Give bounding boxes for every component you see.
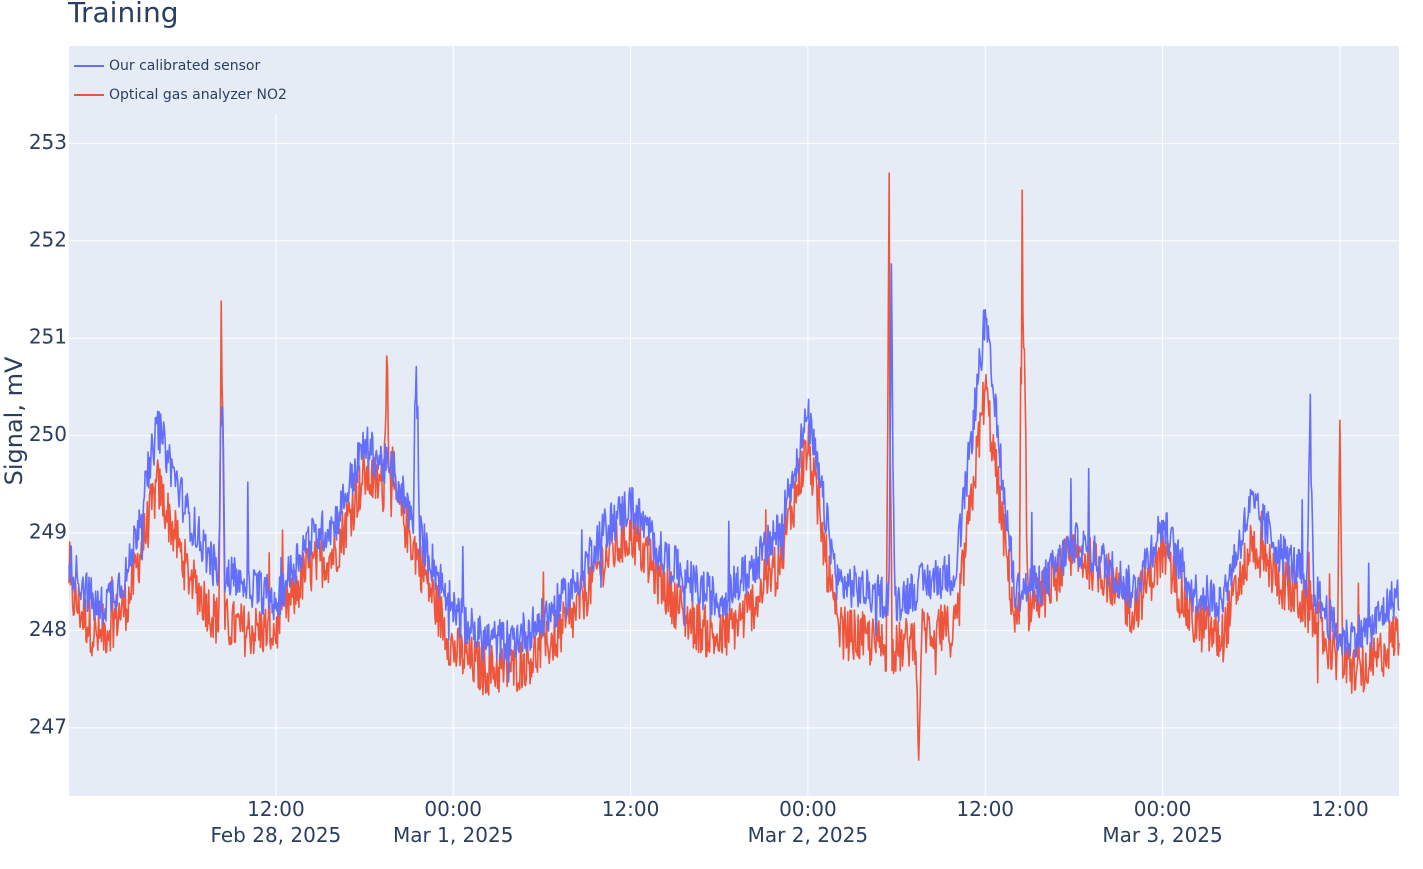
y-tick-label: 249 — [29, 520, 67, 544]
x-tick-date-label: Mar 3, 2025 — [1102, 823, 1222, 847]
y-tick-label: 250 — [29, 422, 67, 446]
series-line-sensor — [68, 263, 1400, 683]
y-axis-ticks: 247 248 249 250 251 252 253 — [29, 130, 67, 738]
y-tick-label: 252 — [29, 227, 67, 251]
x-tick-label: 12:00 — [956, 797, 1014, 821]
legend-box — [69, 46, 292, 114]
y-tick-label: 248 — [29, 617, 67, 641]
x-tick-label: 12:00 — [247, 797, 305, 821]
series-line-analyzer — [68, 172, 1400, 761]
y-tick-label: 253 — [29, 130, 67, 154]
y-axis-label: Signal, mV — [0, 356, 28, 485]
x-tick-label: 00:00 — [1134, 797, 1192, 821]
x-tick-date-label: Mar 2, 2025 — [748, 823, 868, 847]
x-tick-label: 00:00 — [424, 797, 482, 821]
plot-area — [69, 46, 1399, 796]
x-tick-date-label: Mar 1, 2025 — [393, 823, 513, 847]
y-tick-label: 251 — [29, 325, 67, 349]
x-tick-label: 00:00 — [779, 797, 837, 821]
legend[interactable]: Our calibrated sensor Optical gas analyz… — [69, 46, 292, 114]
x-tick-label: 12:00 — [1311, 797, 1369, 821]
chart-title: Training — [67, 0, 178, 29]
legend-label-analyzer[interactable]: Optical gas analyzer NO2 — [109, 87, 287, 103]
y-tick-label: 247 — [29, 714, 67, 738]
series-layer — [68, 172, 1400, 761]
legend-label-sensor[interactable]: Our calibrated sensor — [109, 58, 260, 74]
x-tick-label: 12:00 — [602, 797, 660, 821]
x-tick-date-label: Feb 28, 2025 — [210, 823, 341, 847]
